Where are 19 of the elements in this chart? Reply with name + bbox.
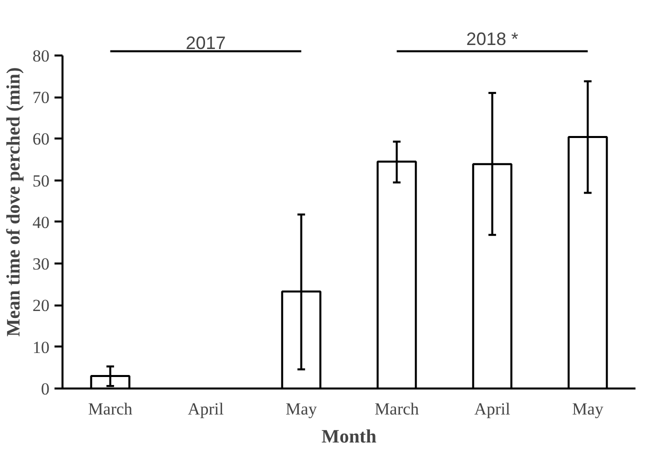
text: 2018 * [466,29,518,50]
x-axis-title: Month [322,426,377,448]
x-tick-label: March [88,400,133,418]
x-tick-label: March [374,400,420,418]
y-tick-label: 50 [32,171,50,190]
y-tick-label: 70 [32,88,50,108]
y-tick-label: 20 [32,296,50,316]
x-tick-label: April [474,400,510,418]
x-tick-label: May [572,400,604,418]
y-tick-label: 80 [32,46,50,66]
y-tick-label: 60 [32,130,50,149]
y-tick-label: 10 [32,338,50,357]
x-tick-label: May [286,400,318,418]
x-tick-label: April [188,400,224,418]
y-tick-label: 40 [32,212,50,232]
text: 2017 [186,33,226,54]
y-axis-title: Mean time of dove perched (min) [4,67,24,337]
y-tick-label: 30 [32,254,50,274]
y-tick-label: 0 [41,380,50,398]
